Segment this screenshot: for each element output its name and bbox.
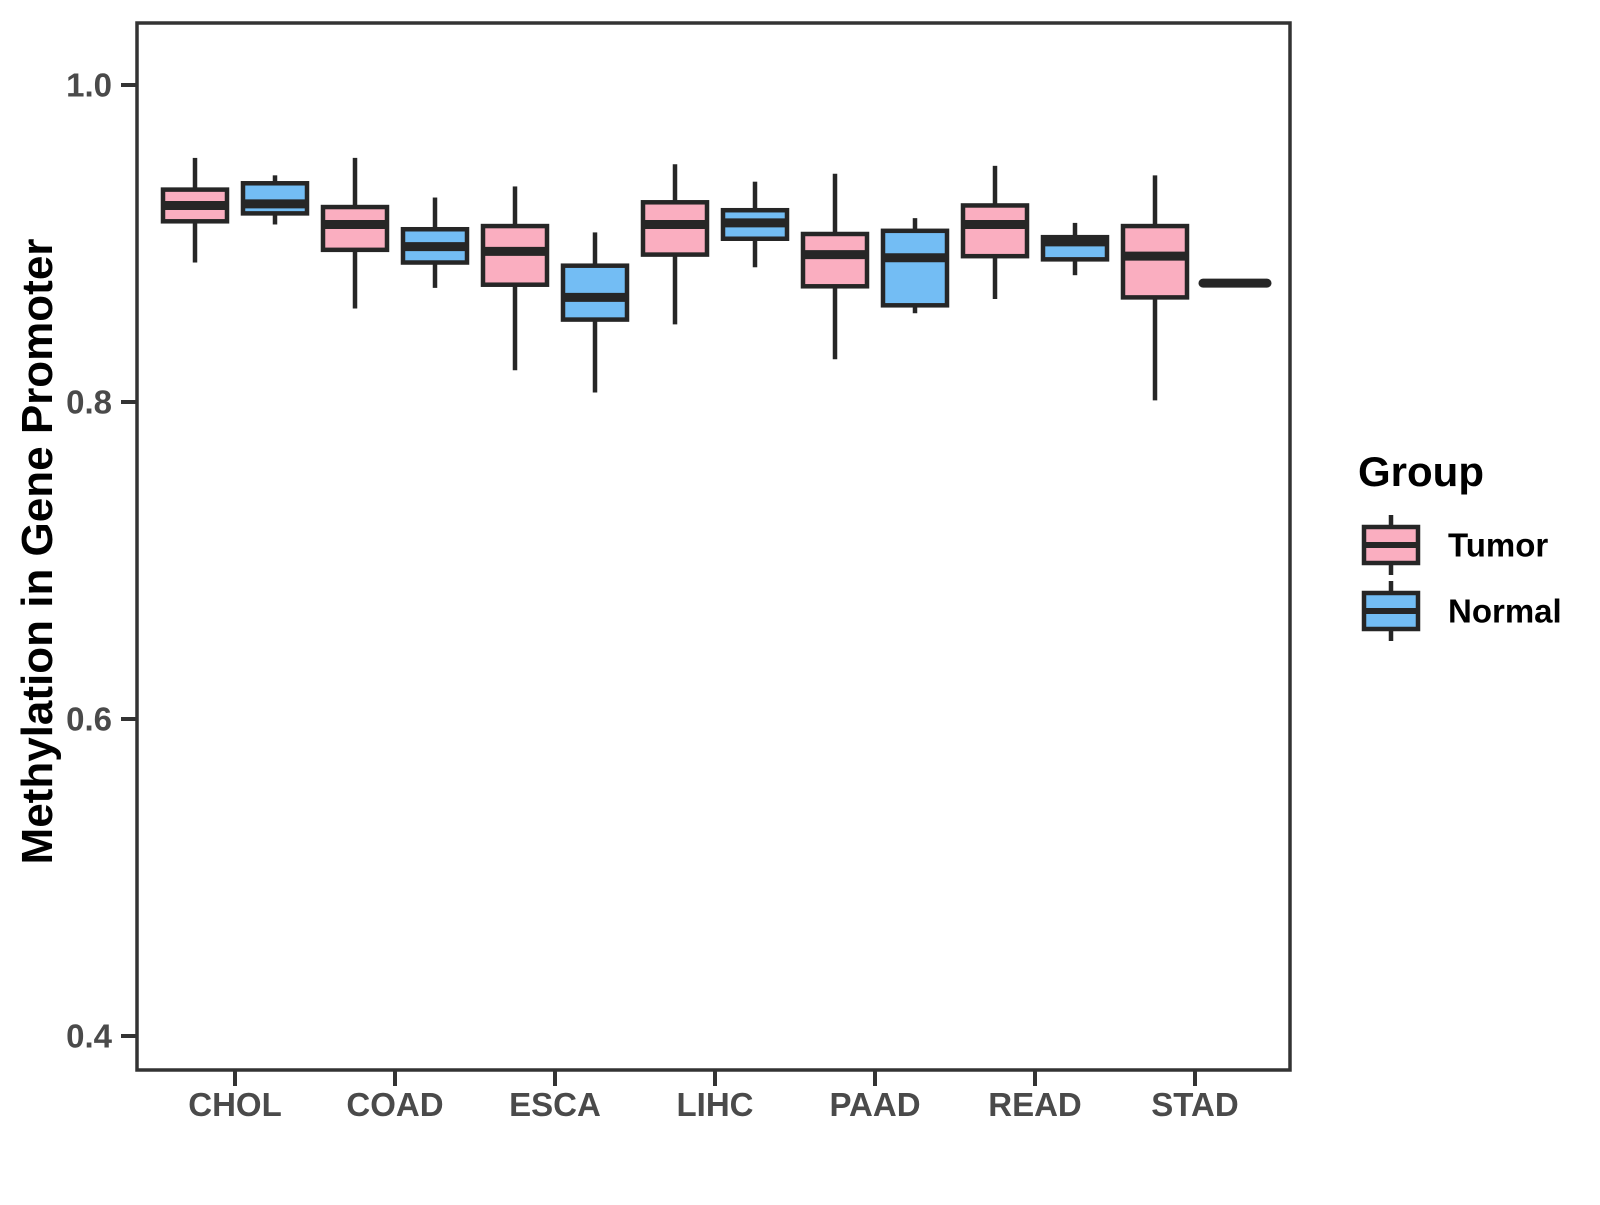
legend-label-tumor: Tumor (1448, 527, 1548, 564)
box-Tumor-READ (960, 203, 1030, 259)
legend-label-normal: Normal (1448, 593, 1562, 630)
y-axis-title: Methylation in Gene Promoter (13, 239, 62, 865)
x-tick-label: STAD (1151, 1086, 1238, 1123)
x-tick-label: ESCA (509, 1086, 601, 1123)
box-Tumor-STAD (1120, 223, 1190, 300)
x-tick-label: LIHC (677, 1086, 754, 1123)
box-Tumor-PAAD (800, 231, 870, 289)
panel-border (135, 21, 1292, 1072)
y-tick-label: 0.6 (66, 701, 112, 738)
box-Normal-CHOL (240, 181, 310, 216)
box-Normal-PAAD (880, 228, 950, 308)
x-tick-label: READ (988, 1086, 1082, 1123)
y-tick-label: 0.4 (66, 1018, 113, 1055)
y-tick-label: 1.0 (66, 67, 112, 104)
legend-title: Group (1358, 448, 1484, 495)
legend-key-tumor-icon (1361, 515, 1421, 575)
y-tick-label: 0.8 (66, 384, 112, 421)
box-Normal-ESCA (560, 263, 630, 322)
x-tick-label: CHOL (188, 1086, 282, 1123)
legend-key-normal-icon (1361, 581, 1421, 641)
x-tick-label: PAAD (829, 1086, 920, 1123)
x-tick-label: COAD (346, 1086, 443, 1123)
